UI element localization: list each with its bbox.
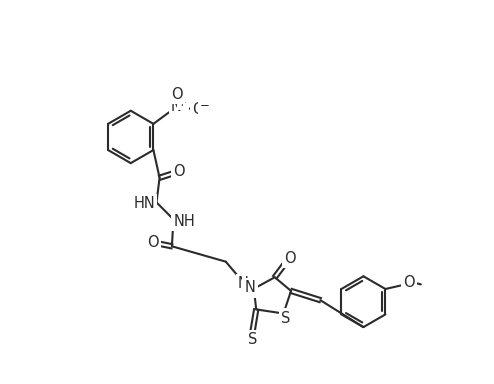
Text: O: O bbox=[147, 235, 159, 250]
Text: O: O bbox=[171, 87, 183, 102]
Text: O: O bbox=[285, 250, 296, 265]
Text: S: S bbox=[281, 311, 290, 326]
Text: N: N bbox=[238, 276, 249, 291]
Text: −: − bbox=[200, 99, 210, 112]
Text: O: O bbox=[403, 275, 414, 290]
Text: O: O bbox=[192, 103, 204, 118]
Text: O: O bbox=[173, 164, 185, 179]
Text: NH: NH bbox=[173, 214, 195, 229]
Text: +: + bbox=[178, 98, 187, 108]
Text: S: S bbox=[247, 332, 257, 347]
Text: N: N bbox=[171, 99, 182, 114]
Text: HN: HN bbox=[133, 197, 155, 212]
Text: N: N bbox=[245, 280, 255, 295]
